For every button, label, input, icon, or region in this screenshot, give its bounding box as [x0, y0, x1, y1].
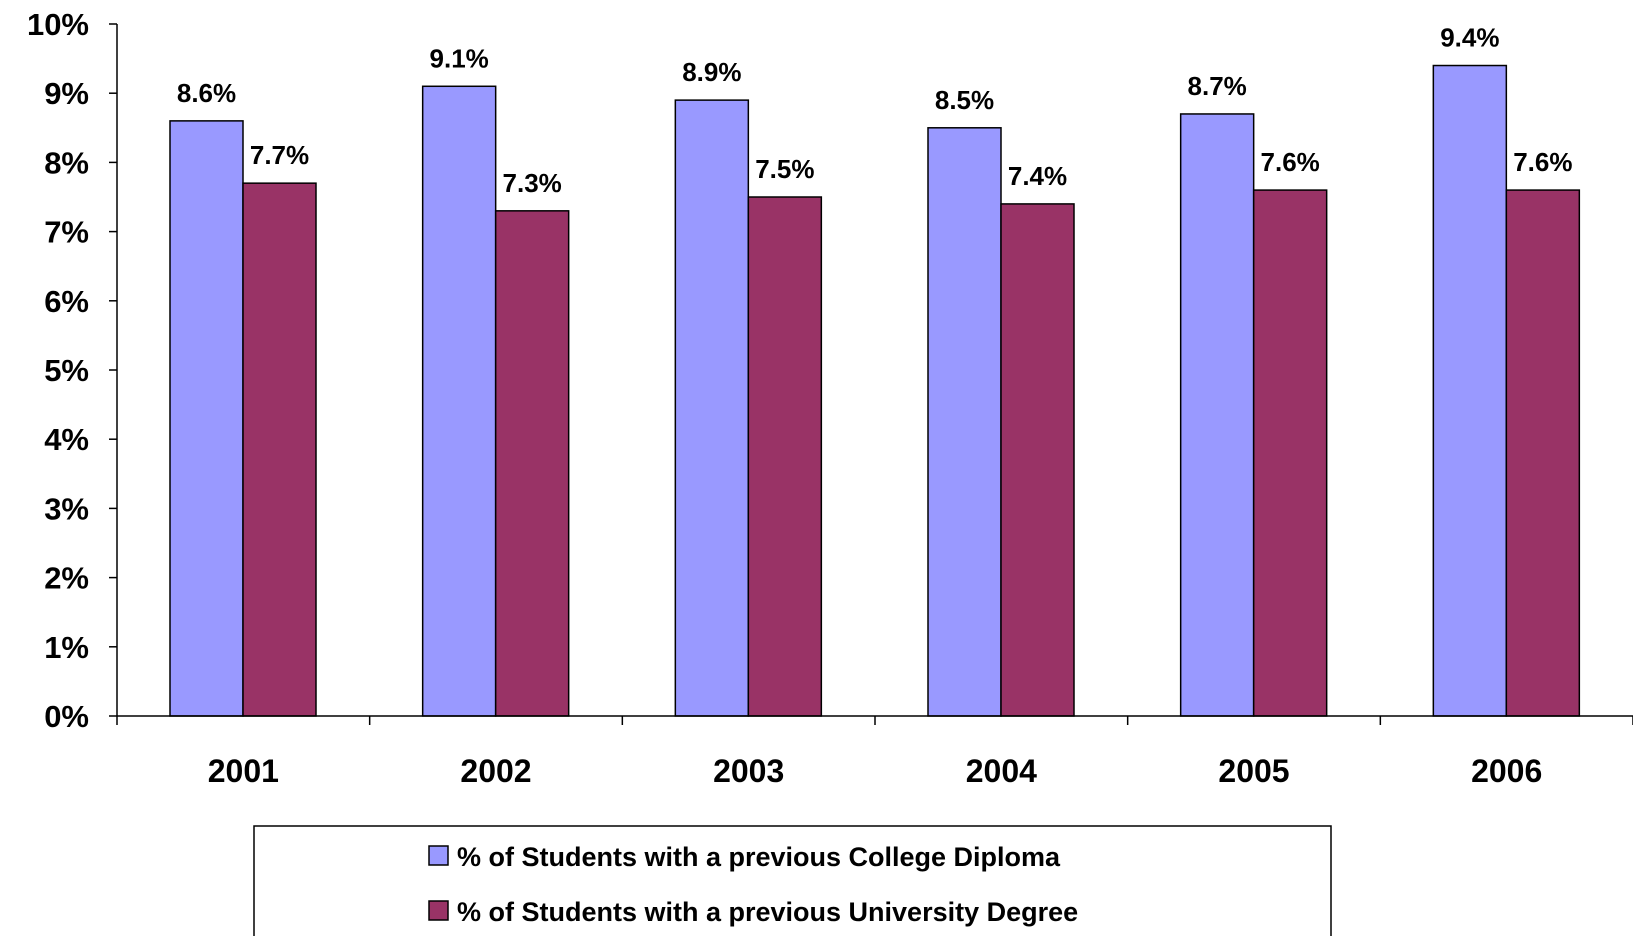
data-label: 7.7%: [250, 140, 309, 170]
x-category-label: 2001: [208, 753, 279, 789]
data-label: 7.5%: [755, 154, 814, 184]
bar: [242, 182, 317, 717]
legend: % of Students with a previous College Di…: [253, 825, 1332, 936]
x-category-label: 2003: [713, 753, 784, 789]
data-label: 7.6%: [1513, 147, 1572, 177]
legend-label: % of Students with a previous College Di…: [457, 842, 1061, 872]
y-tick-label: 7%: [44, 215, 89, 250]
bars: [169, 64, 1581, 717]
x-category-label: 2005: [1218, 753, 1289, 789]
data-label: 7.6%: [1261, 147, 1320, 177]
bar: [1252, 189, 1328, 717]
bar: [1432, 64, 1508, 717]
legend-swatch: [428, 845, 449, 866]
y-tick-label: 4%: [44, 422, 89, 457]
y-axis-ticks: 0% 1% 2% 3% 4% 5% 6% 7% 8% 9% 10%: [27, 7, 117, 734]
data-label: 7.3%: [503, 168, 562, 198]
data-label: 7.4%: [1008, 161, 1067, 191]
bar: [494, 210, 570, 717]
data-label: 8.7%: [1188, 71, 1247, 101]
bar: [1179, 113, 1255, 717]
bar: [421, 85, 497, 717]
y-tick-label: 6%: [44, 284, 89, 319]
x-category-label: 2004: [966, 753, 1037, 789]
data-label: 9.1%: [430, 43, 489, 73]
y-tick-label: 8%: [44, 145, 89, 180]
data-label: 9.4%: [1440, 23, 1499, 53]
data-label: 8.9%: [682, 57, 741, 87]
data-labels: 8.6% 7.7% 9.1% 7.3% 8.9% 7.5% 8.5% 7.4% 8.7% 7.6%…: [177, 23, 1573, 198]
y-tick-label: 0%: [44, 699, 89, 734]
bar: [169, 120, 244, 717]
y-tick-label: 2%: [44, 561, 89, 596]
data-label: 8.5%: [935, 85, 994, 115]
legend-swatch: [428, 900, 449, 921]
y-tick-label: 10%: [27, 7, 89, 42]
x-category-label: 2002: [460, 753, 531, 789]
y-tick-label: 9%: [44, 76, 89, 111]
y-tick-label: 1%: [44, 630, 89, 665]
bar: [674, 99, 750, 717]
bar: [747, 196, 823, 717]
y-tick-label: 5%: [44, 353, 89, 388]
bar: [1000, 203, 1075, 717]
axes: [116, 24, 1633, 725]
legend-label: % of Students with a previous University…: [457, 897, 1078, 927]
y-tick-label: 3%: [44, 491, 89, 526]
bar: [1505, 189, 1581, 717]
x-category-label: 2006: [1471, 753, 1542, 789]
bar: [927, 127, 1002, 717]
x-axis-categories: 2001 2002 2003 2004 2005 2006: [208, 753, 1543, 789]
data-label: 8.6%: [177, 78, 236, 108]
